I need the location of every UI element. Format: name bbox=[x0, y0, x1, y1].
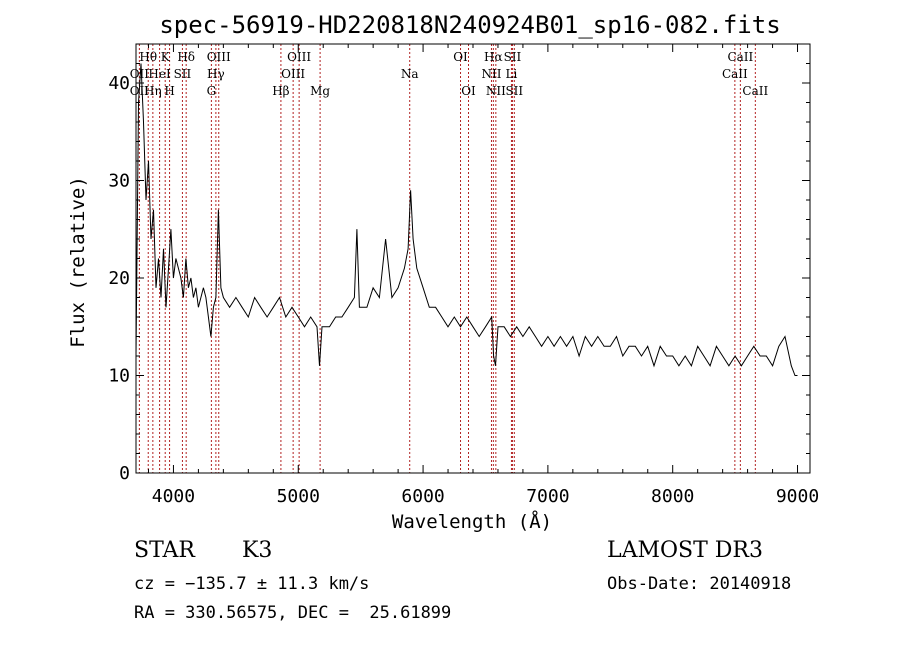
spectral-line-label: Hη bbox=[144, 84, 162, 98]
object-subclass: K3 bbox=[242, 538, 273, 563]
y-tick-label: 10 bbox=[108, 366, 130, 387]
spectral-line-label: Hβ bbox=[272, 84, 289, 98]
y-axis-label: Flux (relative) bbox=[67, 176, 89, 348]
x-axis-ticks: 4000 5000 6000 7000 8000 9000 bbox=[147, 44, 819, 507]
y-tick-label: 20 bbox=[108, 268, 130, 289]
spectral-line-label: G bbox=[207, 84, 217, 98]
chart-title: spec-56919-HD220818N240924B01_sp16-082.f… bbox=[159, 11, 780, 39]
spectral-line-label: Hγ bbox=[207, 67, 225, 81]
y-tick-label: 0 bbox=[119, 463, 130, 484]
x-tick-label: 7000 bbox=[526, 486, 569, 507]
spectral-line-label: CaII bbox=[742, 84, 768, 98]
survey-label: LAMOST DR3 bbox=[607, 538, 763, 563]
x-axis-label: Wavelength (Å) bbox=[392, 510, 552, 533]
spectral-line-label: Mg bbox=[310, 84, 330, 98]
coordinates: RA = 330.56575, DEC = 25.61899 bbox=[134, 603, 452, 623]
spectral-line-label: K bbox=[161, 50, 171, 64]
spectral-line-label: H bbox=[164, 84, 174, 98]
spectral-line-label: SII bbox=[504, 50, 522, 64]
spectral-line-label: NII bbox=[486, 84, 506, 98]
spectral-line-label: Hα bbox=[484, 50, 503, 64]
spectral-line-label: OI bbox=[453, 50, 468, 64]
redshift-velocity: cz = −135.7 ± 11.3 km/s bbox=[134, 574, 370, 594]
y-tick-label: 30 bbox=[108, 171, 130, 192]
x-tick-label: 6000 bbox=[401, 486, 444, 507]
spectral-line-label: CaII bbox=[727, 50, 753, 64]
x-tick-label: 4000 bbox=[152, 486, 195, 507]
spectrum-line bbox=[135, 63, 798, 376]
spectral-line-label: Hθ bbox=[139, 50, 157, 64]
spectral-line-markers bbox=[138, 44, 756, 473]
object-class: STAR bbox=[134, 538, 195, 563]
spectral-line-label: Li bbox=[506, 67, 518, 81]
y-tick-label: 40 bbox=[108, 73, 130, 94]
x-tick-label: 8000 bbox=[651, 486, 694, 507]
spectral-line-label: HeI bbox=[148, 67, 171, 81]
spectral-line-label: OI bbox=[461, 84, 476, 98]
spectral-line-label: SII bbox=[174, 67, 192, 81]
spectral-line-label: NII bbox=[481, 67, 501, 81]
spectral-line-label: Na bbox=[401, 67, 419, 81]
y-axis-ticks: 0 10 20 30 40 bbox=[108, 63, 810, 484]
observation-date: Obs-Date: 20140918 bbox=[607, 574, 792, 594]
x-tick-label: 9000 bbox=[776, 486, 819, 507]
plot-frame bbox=[135, 43, 811, 474]
spectral-line-label: OIII bbox=[281, 67, 305, 81]
spectral-line-label: OIII bbox=[207, 50, 231, 64]
x-tick-label: 5000 bbox=[277, 486, 320, 507]
spectral-line-label: SII bbox=[505, 84, 523, 98]
spectral-line-label: OIII bbox=[287, 50, 311, 64]
spectral-line-label: Hδ bbox=[177, 50, 195, 64]
spectral-line-label: OII bbox=[130, 67, 150, 81]
spectral-line-label: CaII bbox=[722, 67, 748, 81]
